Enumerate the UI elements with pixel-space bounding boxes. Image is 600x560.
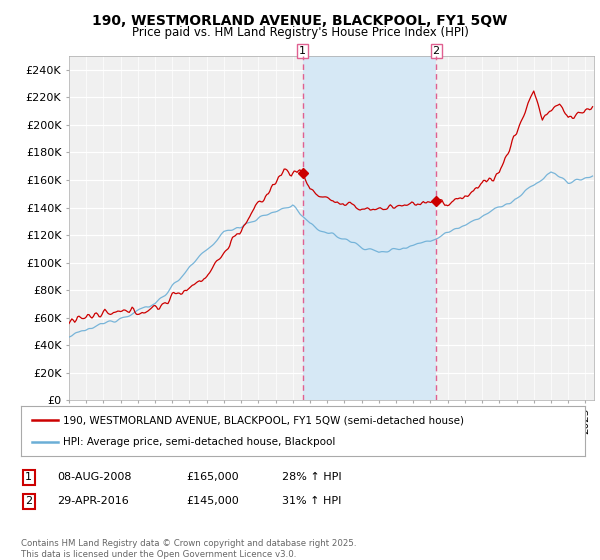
Text: £165,000: £165,000 [186, 472, 239, 482]
Bar [303, 56, 436, 400]
Text: 31% ↑ HPI: 31% ↑ HPI [282, 496, 341, 506]
Text: Price paid vs. HM Land Registry's House Price Index (HPI): Price paid vs. HM Land Registry's House … [131, 26, 469, 39]
Text: 29-APR-2016: 29-APR-2016 [57, 496, 129, 506]
Text: 190, WESTMORLAND AVENUE, BLACKPOOL, FY1 5QW (semi-detached house): 190, WESTMORLAND AVENUE, BLACKPOOL, FY1 … [64, 415, 464, 425]
Text: 1: 1 [25, 472, 32, 482]
Text: 2: 2 [25, 496, 32, 506]
Text: 28% ↑ HPI: 28% ↑ HPI [282, 472, 341, 482]
Text: Contains HM Land Registry data © Crown copyright and database right 2025.
This d: Contains HM Land Registry data © Crown c… [21, 539, 356, 559]
Text: 190, WESTMORLAND AVENUE, BLACKPOOL, FY1 5QW: 190, WESTMORLAND AVENUE, BLACKPOOL, FY1 … [92, 14, 508, 28]
Text: 1: 1 [299, 46, 306, 56]
Text: 2: 2 [433, 46, 440, 56]
Text: HPI: Average price, semi-detached house, Blackpool: HPI: Average price, semi-detached house,… [64, 437, 335, 447]
Text: 08-AUG-2008: 08-AUG-2008 [57, 472, 131, 482]
Text: £145,000: £145,000 [186, 496, 239, 506]
